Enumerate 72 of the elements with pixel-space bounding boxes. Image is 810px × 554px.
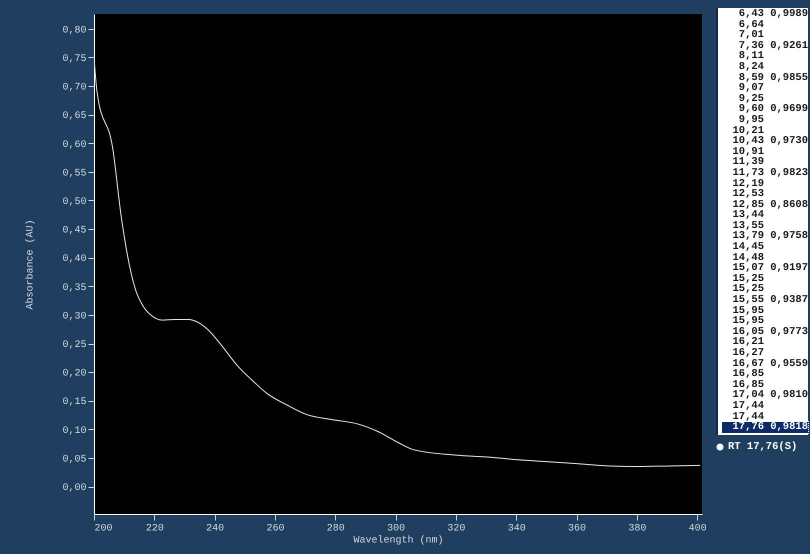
y-tick-label: 0,60: [62, 140, 86, 151]
text: 9,07: [738, 82, 764, 94]
text: 12,85 0,8608: [731, 198, 808, 211]
line-series: [94, 56, 701, 468]
text: 8,24: [738, 60, 764, 73]
text: 13,55: [731, 220, 764, 232]
text: 17,04 0,9810: [731, 389, 808, 402]
text: 17,44: [731, 410, 764, 423]
x-tick-label: 240: [206, 524, 224, 534]
y-tick-label: 0,25: [62, 340, 86, 352]
text: 17,76 0,9818: [722, 421, 808, 434]
text: 16,05 0,9773: [731, 326, 808, 338]
text: 16,67 0,9559: [731, 358, 808, 370]
text: 8,59 0,9855: [738, 72, 808, 84]
text: 11,73 0,9823: [731, 166, 808, 179]
text: 6,64: [738, 18, 764, 31]
text: 15,25: [731, 283, 764, 296]
y-axis-title: Absorbance (AU): [24, 219, 36, 310]
text: 17,44: [731, 400, 764, 412]
y-tick-label: 0,45: [62, 226, 86, 237]
text: 15,25: [731, 272, 764, 285]
x-tick-label: 260: [266, 524, 284, 534]
y-tick-label: 0,50: [62, 197, 86, 208]
text: 13,44: [731, 209, 764, 222]
x-axis-title: Wavelength (nm): [353, 534, 444, 546]
y-tick-label: 0,80: [62, 25, 86, 36]
text: 6,43 0,9989: [738, 8, 808, 20]
x-tick-label: 320: [447, 524, 466, 534]
text: 12,19: [731, 178, 764, 190]
text: 9,60 0,9699: [738, 103, 808, 116]
y-tick-label: 0,10: [62, 426, 86, 437]
text: RT 17,76(S): [728, 440, 798, 453]
y-tick-label: 0,35: [62, 282, 86, 294]
text: 7,01: [738, 29, 764, 42]
x-tick-label: 340: [508, 524, 526, 534]
text: 16,85: [731, 368, 764, 380]
text: 15,95: [731, 315, 764, 328]
x-tick-label: 200: [94, 524, 113, 534]
text: 7,36 0,9261: [738, 40, 808, 52]
text: 15,95: [731, 304, 764, 317]
y-tick-label: 0,65: [62, 111, 86, 122]
y-tick-label: 0,75: [62, 54, 86, 65]
y-tick-label: 0,20: [62, 368, 86, 380]
text: 11,39: [731, 156, 764, 168]
y-tick-label: 0,55: [62, 168, 86, 180]
text: 16,27: [731, 347, 764, 359]
y-tick-label: 0,00: [62, 483, 86, 494]
text: 9,95: [738, 114, 764, 126]
y-tick-label: 0,05: [62, 454, 86, 466]
x-tick-label: 220: [146, 524, 164, 534]
text: 14,45: [731, 241, 764, 254]
text: 15,55 0,9387: [731, 294, 808, 306]
text: 10,21: [731, 124, 764, 137]
x-tick-label: 280: [326, 524, 345, 534]
text: 16,85: [731, 378, 764, 391]
text: 13,79 0,9758: [731, 230, 808, 242]
text: 9,25: [738, 92, 764, 105]
y-tick-label: 0,30: [62, 311, 86, 322]
text: 14,48: [731, 252, 764, 264]
x-tick-label: 400: [688, 524, 707, 534]
x-tick-label: 360: [568, 524, 586, 534]
text: 16,21: [731, 336, 764, 348]
x-tick-label: 380: [628, 524, 646, 534]
text: 12,53: [731, 188, 764, 200]
text: 10,91: [731, 146, 764, 158]
text: 8,11: [738, 50, 764, 62]
y-tick-label: 0,40: [62, 254, 86, 266]
y-tick-label: 0,70: [62, 82, 86, 94]
y-tick-label: 0,15: [62, 397, 86, 408]
x-tick-label: 300: [387, 524, 406, 534]
text: 10,43 0,9730: [731, 135, 808, 148]
text: 15,07 0,9197: [731, 262, 808, 274]
